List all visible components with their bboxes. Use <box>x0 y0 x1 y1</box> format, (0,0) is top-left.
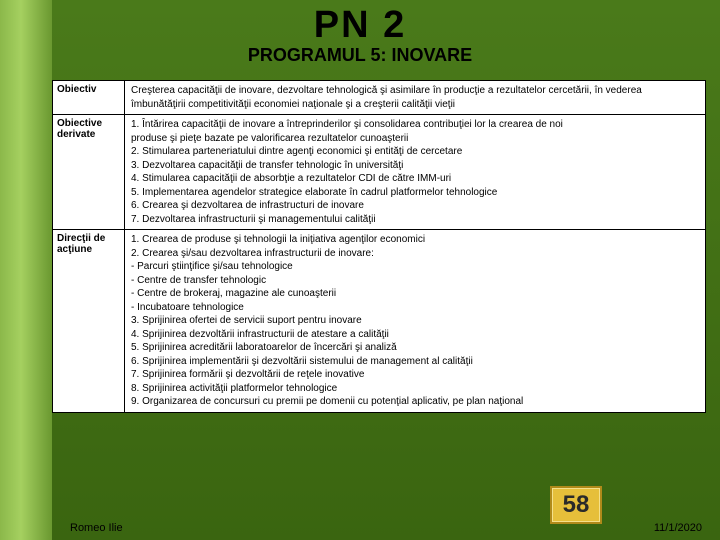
content-table-wrap: Obiectiv Creşterea capacităţii de inovar… <box>52 80 706 413</box>
content-table: Obiectiv Creşterea capacităţii de inovar… <box>52 80 706 413</box>
table-row: Obiective derivate 1. Întărirea capacită… <box>53 115 706 230</box>
page-subtitle: PROGRAMUL 5: INOVARE <box>0 45 720 66</box>
header: PN 2 PROGRAMUL 5: INOVARE <box>0 0 720 66</box>
row-label: Direcţii de acţiune <box>53 230 125 413</box>
table-row: Obiectiv Creşterea capacităţii de inovar… <box>53 81 706 115</box>
row-content: Creşterea capacităţii de inovare, dezvol… <box>125 81 706 115</box>
row-content: 1. Crearea de produse şi tehnologii la i… <box>125 230 706 413</box>
table-row: Direcţii de acţiune 1. Crearea de produs… <box>53 230 706 413</box>
page-number-badge: 58 <box>550 486 602 524</box>
row-content: 1. Întărirea capacităţii de inovare a în… <box>125 115 706 230</box>
footer: Romeo Ilie 11/1/2020 <box>70 522 702 534</box>
footer-date: 11/1/2020 <box>654 522 702 534</box>
row-label: Obiective derivate <box>53 115 125 230</box>
page-number: 58 <box>563 491 590 519</box>
row-label: Obiectiv <box>53 81 125 115</box>
author-name: Romeo Ilie <box>70 522 123 534</box>
page-title: PN 2 <box>0 4 720 47</box>
left-accent-band <box>0 0 52 540</box>
